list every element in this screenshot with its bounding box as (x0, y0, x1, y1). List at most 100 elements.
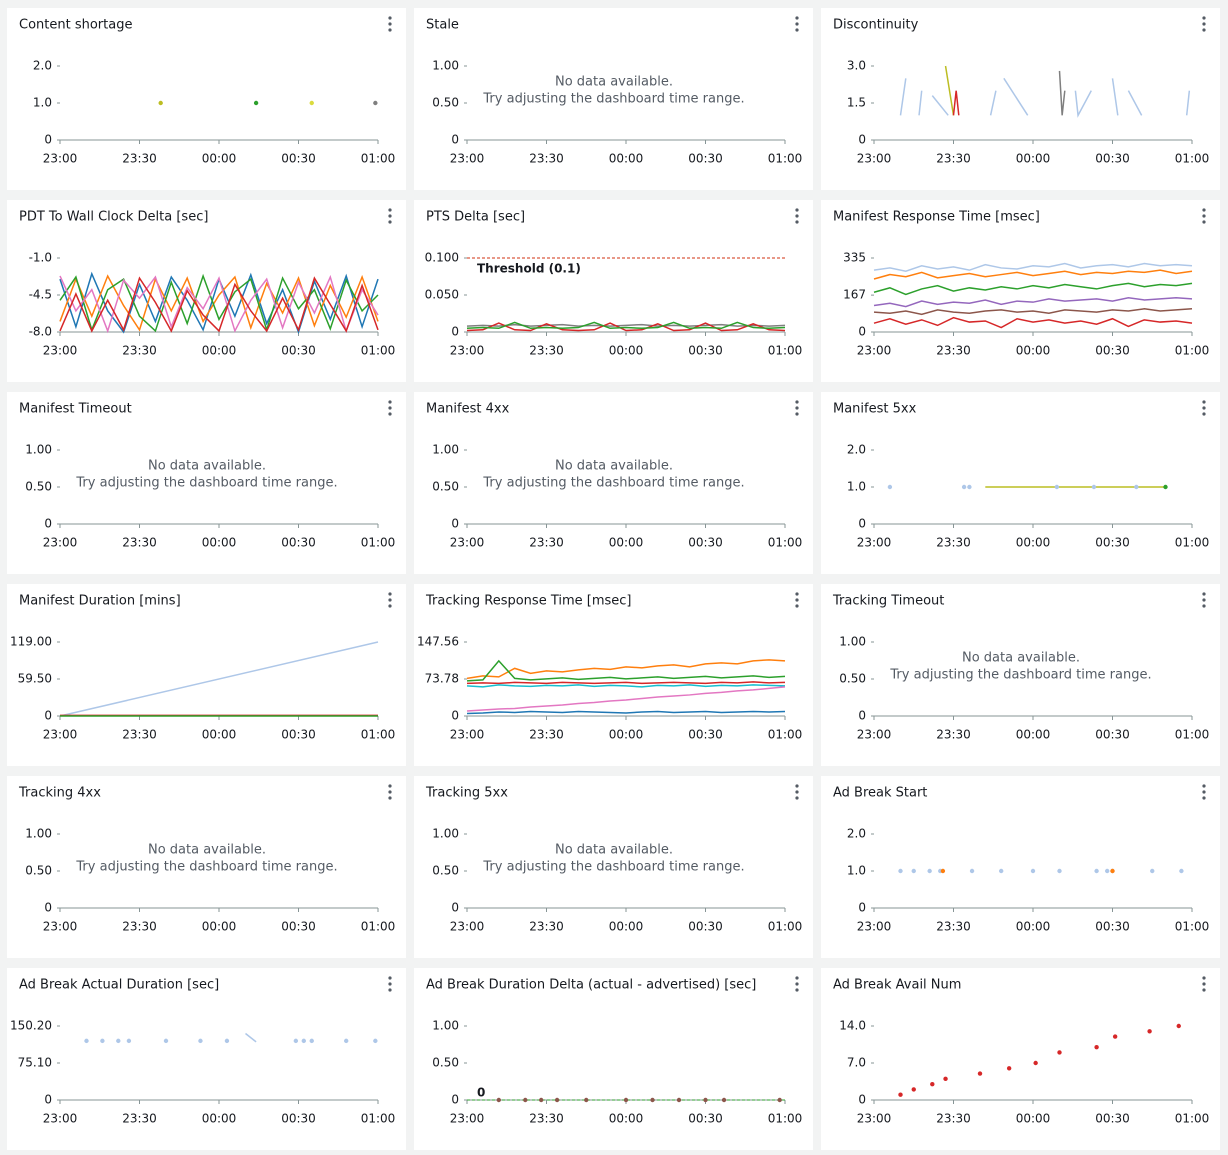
menu-dot (1202, 592, 1206, 596)
widget-panel: Manifest Duration [mins] 119.00 59.50 0 23:0… (7, 584, 406, 766)
x-tick-label: 23:30 (936, 536, 971, 550)
x-tick-label: 00:30 (688, 1112, 723, 1126)
panel-menu[interactable] (1202, 208, 1206, 224)
x-tick-label: 00:30 (281, 920, 316, 934)
x-tick-label: 23:00 (857, 536, 892, 550)
x-tick-label: 00:30 (1095, 920, 1130, 934)
menu-dot (388, 592, 392, 596)
x-tick-label: 00:30 (1095, 728, 1130, 742)
x-tick-label: 23:30 (529, 1112, 564, 1126)
series-point (940, 868, 946, 874)
menu-dot (388, 400, 392, 404)
series-point (1057, 1050, 1062, 1055)
menu-dot (1202, 796, 1206, 800)
series-point (116, 1038, 121, 1044)
menu-dot (795, 976, 799, 980)
panel-menu[interactable] (795, 784, 799, 800)
series-point (198, 1038, 203, 1044)
widget-panel: Tracking Timeout 1.00 0.50 0 23:00 23:30 00:00… (821, 584, 1220, 766)
y-tick-label: 0.50 (432, 1056, 459, 1070)
panel-title: Manifest 4xx (426, 402, 510, 417)
panel-menu[interactable] (795, 400, 799, 416)
widget-panel: PTS Delta [sec] 0.100 0.050 0 23:00 23:30 00:0… (414, 200, 813, 382)
menu-dot (388, 976, 392, 980)
panel-menu[interactable] (1202, 784, 1206, 800)
panel-menu[interactable] (388, 976, 392, 992)
panel-title: Tracking 5xx (425, 786, 508, 801)
y-tick-label: 0 (44, 1093, 52, 1107)
no-data-message: Try adjusting the dashboard time range. (482, 860, 744, 875)
panel-title: Manifest Timeout (19, 402, 132, 417)
series-point (1054, 484, 1060, 490)
panel-menu[interactable] (388, 400, 392, 416)
y-tick-label: 0 (451, 1093, 459, 1107)
series-line (952, 90, 960, 116)
series-line (466, 659, 786, 682)
menu-dot (388, 988, 392, 992)
no-data-message: Try adjusting the dashboard time range. (482, 476, 744, 491)
panel-menu[interactable] (795, 976, 799, 992)
panel-menu[interactable] (1202, 400, 1206, 416)
menu-dot (388, 406, 392, 410)
menu-dot (1202, 412, 1206, 416)
x-tick-label: 01:00 (361, 728, 396, 742)
series-line (466, 323, 786, 327)
widget-panel: Tracking 5xx 1.00 0.50 0 23:00 23:30 00:00 00:3… (414, 776, 813, 958)
y-tick-label: 335 (843, 251, 866, 265)
x-tick-label: 01:00 (361, 536, 396, 550)
menu-dot (1202, 982, 1206, 986)
series-point (1030, 868, 1036, 874)
no-data-message: No data available. (148, 459, 266, 474)
y-tick-label: 1.0 (33, 96, 52, 110)
x-tick-label: 00:00 (609, 728, 644, 742)
panel-title: Ad Break Avail Num (833, 978, 961, 993)
panel-menu[interactable] (1202, 592, 1206, 608)
menu-dot (795, 988, 799, 992)
no-data-message: No data available. (555, 843, 673, 858)
widget-panel: Discontinuity 3.0 1.5 0 23:00 23:30 00:00 00:30… (821, 8, 1220, 190)
panel-menu[interactable] (388, 208, 392, 224)
y-tick-label: 75.10 (18, 1056, 52, 1070)
series-line (1074, 90, 1092, 118)
panel-menu[interactable] (795, 208, 799, 224)
panel-menu[interactable] (388, 592, 392, 608)
widget-panel: Ad Break Start 2.0 1.0 0 23:00 23:30 00:00 00:3… (821, 776, 1220, 958)
no-data-message: No data available. (555, 459, 673, 474)
no-data-message: Try adjusting the dashboard time range. (75, 860, 337, 875)
y-tick-label: 0 (858, 901, 866, 915)
series-point (1147, 1029, 1152, 1034)
panel-menu[interactable] (1202, 976, 1206, 992)
y-tick-label: 1.00 (432, 59, 459, 73)
panel-menu[interactable] (1202, 16, 1206, 32)
x-tick-label: 01:00 (768, 152, 803, 166)
menu-dot (388, 208, 392, 212)
y-tick-label: 1.00 (432, 1019, 459, 1033)
panel-menu[interactable] (388, 16, 392, 32)
x-tick-label: 00:00 (202, 728, 237, 742)
panel-menu[interactable] (795, 592, 799, 608)
series-point (911, 868, 916, 874)
panel-title: Tracking 4xx (18, 786, 101, 801)
series-point (623, 1097, 629, 1103)
panel-menu[interactable] (795, 16, 799, 32)
series-line (918, 90, 923, 116)
menu-dot (388, 784, 392, 788)
series-point (1150, 868, 1155, 874)
series-point (373, 100, 378, 106)
y-tick-label: 1.00 (839, 635, 866, 649)
x-tick-label: 01:00 (768, 1112, 803, 1126)
series-point (373, 1038, 378, 1044)
x-tick-label: 01:00 (768, 344, 803, 358)
no-data-message: No data available. (148, 843, 266, 858)
panel-menu[interactable] (388, 784, 392, 800)
x-tick-label: 01:00 (1175, 152, 1210, 166)
y-tick-label: 0 (858, 133, 866, 147)
menu-dot (795, 400, 799, 404)
x-tick-label: 01:00 (1175, 920, 1210, 934)
series-point (309, 100, 314, 106)
menu-dot (795, 604, 799, 608)
x-tick-label: 01:00 (361, 152, 396, 166)
x-tick-label: 00:00 (1016, 152, 1051, 166)
y-tick-label: 0.50 (432, 480, 459, 494)
series-point (539, 1097, 544, 1103)
